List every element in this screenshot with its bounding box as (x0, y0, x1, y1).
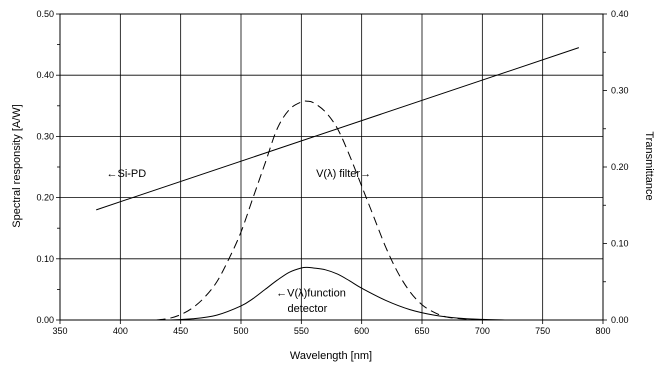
series-group (96, 47, 580, 321)
y-left-tick-label: 0.30 (36, 131, 54, 141)
axis-ticks (56, 13, 607, 324)
annotations: ←Si-PD V(λ) filter→ ←V(λ)function detector (106, 168, 371, 315)
y-left-tick-label: 0.10 (36, 254, 54, 264)
x-tick-label: 750 (535, 326, 550, 336)
y-left-tick-label: 0.50 (36, 9, 54, 19)
v-lambda-filter-annotation: V(λ) filter→ (316, 168, 371, 180)
detector-annotation: detector (287, 303, 327, 315)
y-right-tick-labels: 0.00 0.10 0.20 0.30 0.40 (611, 9, 629, 325)
y-right-tick-label: 0.20 (611, 162, 629, 172)
x-tick-label: 500 (233, 326, 248, 336)
y-left-tick-label: 0.00 (36, 315, 54, 325)
grid (60, 14, 603, 320)
y-left-tick-label: 0.20 (36, 193, 54, 203)
plot-frame (59, 13, 604, 321)
y-right-tick-label: 0.30 (611, 86, 629, 96)
v-lambda-detector-series-line (168, 266, 507, 321)
x-tick-label: 700 (475, 326, 490, 336)
v-lambda-filter-series-line (156, 100, 483, 321)
x-tick-labels: 350 400 450 500 550 600 650 700 750 800 (52, 326, 610, 336)
v-lambda-function-annotation: ←V(λ)function (276, 287, 346, 299)
y-left-tick-label: 0.40 (36, 70, 54, 80)
x-tick-label: 550 (294, 326, 309, 336)
x-tick-label: 450 (173, 326, 188, 336)
y-right-tick-label: 0.10 (611, 239, 629, 249)
x-tick-label: 800 (595, 326, 610, 336)
y-right-tick-label: 0.00 (611, 315, 629, 325)
y-left-tick-labels: 0.00 0.10 0.20 0.30 0.40 0.50 (36, 9, 54, 325)
y-right-tick-label: 0.40 (611, 9, 629, 19)
y-axis-right-label: Transmittance (643, 131, 655, 200)
x-tick-label: 600 (354, 326, 369, 336)
x-tick-label: 650 (414, 326, 429, 336)
x-tick-label: 350 (52, 326, 67, 336)
x-tick-label: 400 (113, 326, 128, 336)
x-axis-label: Wavelength [nm] (290, 350, 372, 362)
si-pd-annotation: ←Si-PD (106, 168, 146, 180)
y-axis-left-label: Spectral responsity [A/W] (11, 104, 23, 228)
